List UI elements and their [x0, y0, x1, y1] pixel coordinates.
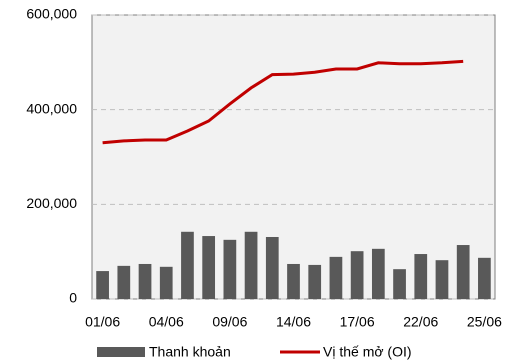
bar [223, 239, 237, 299]
bar [478, 257, 491, 299]
x-tick-label: 01/06 [85, 314, 120, 330]
bar [181, 231, 194, 299]
x-tick-label: 14/06 [276, 314, 311, 330]
bar [414, 254, 428, 299]
bar [456, 245, 470, 299]
y-tick-label: 600,000 [26, 6, 77, 22]
y-tick-label: 200,000 [26, 195, 77, 211]
bar [244, 231, 258, 299]
y-tick-label: 0 [69, 290, 77, 306]
bar [202, 236, 216, 299]
bar [138, 263, 152, 299]
legend-label: Vị thế mở (OI) [323, 344, 412, 360]
legend-swatch [97, 347, 145, 357]
x-tick-label: 04/06 [149, 314, 184, 330]
bar [329, 256, 343, 299]
bar [350, 251, 364, 299]
y-tick-label: 400,000 [26, 100, 77, 116]
line [102, 59, 464, 145]
x-tick-label: 09/06 [212, 314, 247, 330]
bar [393, 269, 406, 299]
legend-label: Thanh khoản [149, 344, 231, 360]
bar [117, 265, 131, 299]
x-tick-label: 17/06 [340, 314, 375, 330]
bar [159, 266, 173, 299]
bar [96, 271, 109, 299]
bar [371, 248, 385, 299]
x-tick-label: 22/06 [403, 314, 438, 330]
bar [265, 236, 279, 299]
bar [308, 264, 322, 299]
plot-area [91, 14, 496, 300]
bar [435, 260, 449, 299]
bar [287, 263, 300, 299]
x-tick-label: 25/06 [467, 314, 502, 330]
